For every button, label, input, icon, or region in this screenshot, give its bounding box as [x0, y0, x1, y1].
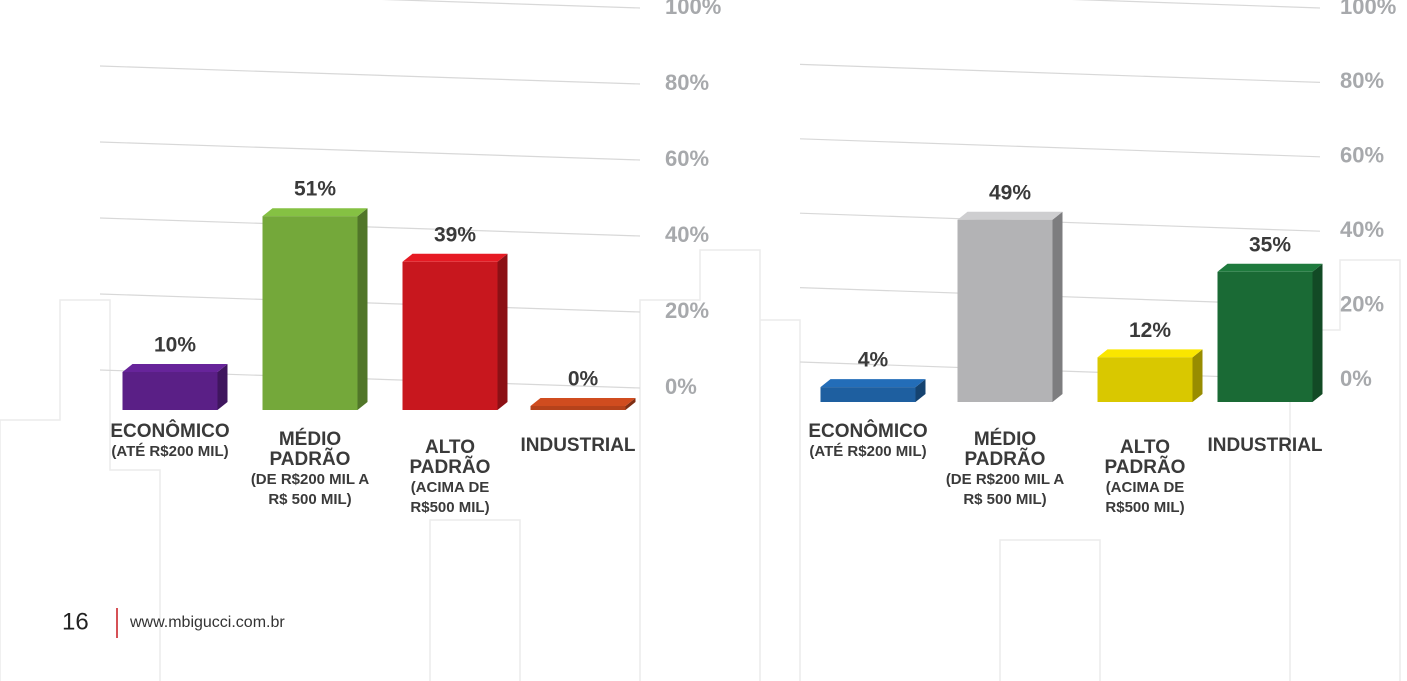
- grid-line: [99, 65, 641, 85]
- y-tick-label: 80%: [665, 70, 709, 95]
- x-tick-label: ECONÔMICO: [808, 420, 927, 442]
- x-tick-label: MÉDIO: [279, 428, 341, 450]
- bar-side: [625, 398, 636, 410]
- bar-side: [1192, 349, 1203, 402]
- y-tick-label: 80%: [1340, 68, 1384, 93]
- footer-url: www.mbigucci.com.br: [129, 614, 285, 631]
- y-tick-label: 60%: [665, 146, 709, 171]
- value-label: 35%: [1249, 233, 1291, 256]
- x-tick-label: PADRÃO: [270, 448, 351, 470]
- bar: [1217, 271, 1313, 402]
- x-tick-label: R$500 MIL): [1105, 499, 1184, 516]
- x-tick-label: R$500 MIL): [410, 499, 489, 516]
- x-tick-label: ALTO: [1120, 437, 1170, 458]
- bar-top: [402, 253, 508, 262]
- x-tick-label: R$ 500 MIL): [963, 491, 1046, 508]
- y-tick-label: 0%: [1340, 366, 1372, 391]
- value-label: 51%: [294, 178, 336, 201]
- y-tick-label: 20%: [665, 298, 709, 323]
- x-tick-label: PADRÃO: [1105, 456, 1186, 478]
- bar-side: [217, 364, 228, 410]
- bar-side: [1052, 211, 1063, 402]
- x-tick-label: (DE R$200 MIL A: [251, 471, 370, 488]
- value-label: 49%: [989, 181, 1031, 204]
- bar-top: [122, 364, 228, 372]
- grid-line: [99, 217, 641, 237]
- x-tick-label: ALTO: [425, 437, 475, 458]
- x-tick-label: R$ 500 MIL): [268, 491, 351, 508]
- grid-line: [99, 293, 641, 313]
- x-tick-label: INDUSTRIAL: [520, 435, 635, 456]
- x-tick-label: PADRÃO: [965, 448, 1046, 470]
- x-tick-label: (ACIMA DE: [1106, 479, 1185, 496]
- grid-line: [799, 138, 1321, 158]
- bar-side: [497, 253, 508, 410]
- x-tick-label: INDUSTRIAL: [1207, 435, 1322, 456]
- page-number: 16: [62, 608, 89, 635]
- value-label: 4%: [858, 349, 889, 372]
- bar-side: [1312, 263, 1323, 402]
- x-tick-label: (ACIMA DE: [411, 479, 490, 496]
- bar-side: [357, 208, 368, 410]
- y-tick-label: 20%: [1340, 291, 1384, 316]
- grid-line: [99, 141, 641, 161]
- x-tick-label: MÉDIO: [974, 428, 1036, 450]
- bar: [957, 219, 1053, 402]
- value-label: 39%: [434, 223, 476, 246]
- y-tick-label: 0%: [665, 374, 697, 399]
- bar-top: [530, 398, 636, 406]
- value-label: 12%: [1129, 319, 1171, 342]
- bar: [820, 387, 916, 402]
- bar: [262, 216, 358, 410]
- bar: [1097, 357, 1193, 402]
- value-label: 0%: [568, 368, 599, 391]
- x-tick-label: (ATÉ R$200 MIL): [111, 443, 228, 460]
- bar: [122, 372, 218, 410]
- value-label: 10%: [154, 334, 196, 357]
- grid-line: [381, 0, 641, 9]
- bar-top: [262, 208, 368, 217]
- x-tick-label: PADRÃO: [410, 456, 491, 478]
- bar-top: [957, 211, 1063, 220]
- y-tick-label: 100%: [1340, 0, 1396, 19]
- grid-line: [1071, 0, 1321, 9]
- bar: [530, 406, 626, 410]
- y-tick-label: 40%: [1340, 217, 1384, 242]
- skyline-outline: [0, 249, 1401, 681]
- bar: [402, 261, 498, 410]
- y-tick-label: 60%: [1340, 143, 1384, 168]
- bar-top: [1097, 349, 1203, 358]
- y-tick-label: 40%: [665, 222, 709, 247]
- x-tick-label: ECONÔMICO: [110, 420, 229, 442]
- bar-top: [1217, 263, 1323, 272]
- skyline: [0, 249, 1401, 681]
- bar-top: [820, 379, 926, 388]
- x-tick-label: (ATÉ R$200 MIL): [809, 443, 926, 460]
- bar-side: [915, 379, 926, 402]
- grid-line: [799, 63, 1321, 83]
- x-tick-label: (DE R$200 MIL A: [946, 471, 1065, 488]
- y-tick-label: 100%: [665, 0, 721, 19]
